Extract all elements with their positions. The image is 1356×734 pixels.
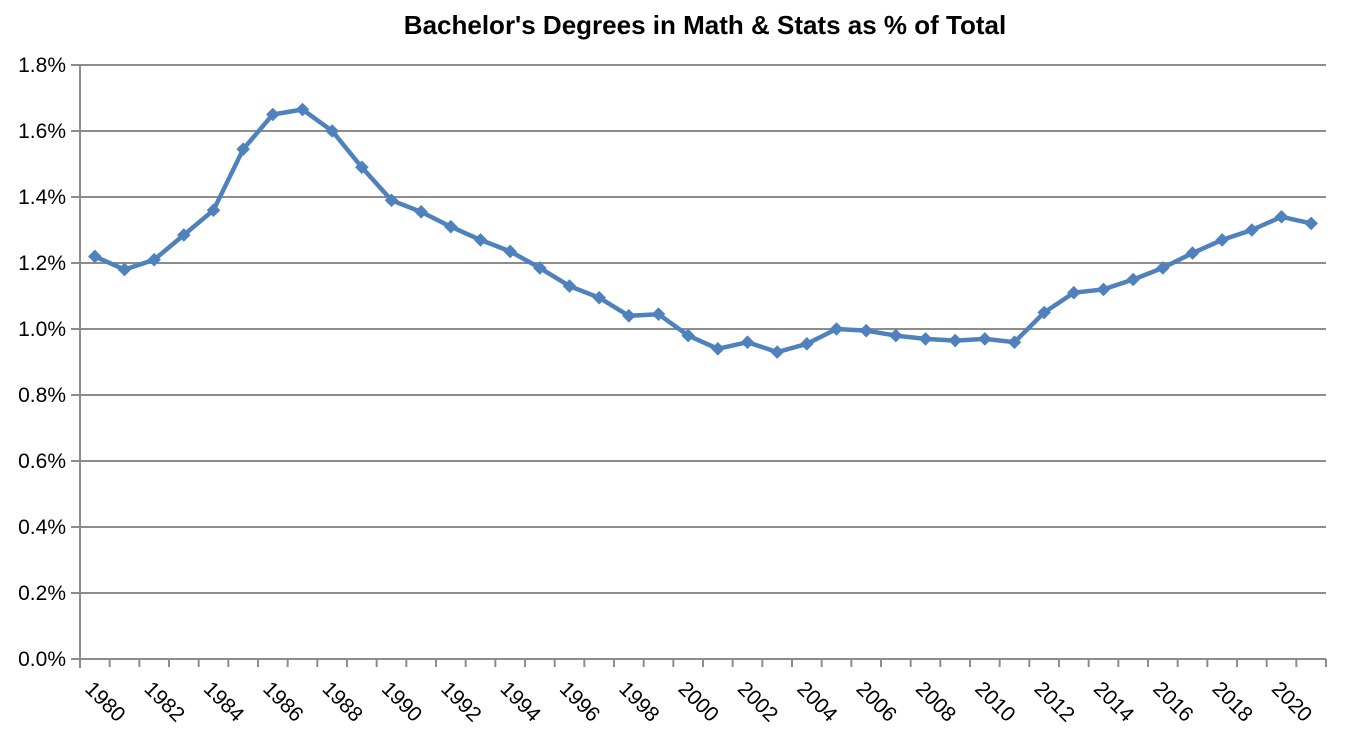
y-tick-label: 1.2% xyxy=(18,252,66,275)
data-point-marker xyxy=(1037,305,1051,320)
data-point-marker xyxy=(1156,261,1170,275)
data-point-marker xyxy=(889,328,903,343)
data-point-marker xyxy=(740,335,755,349)
data-point-marker xyxy=(473,233,488,247)
x-tick-label: 2014 xyxy=(1089,677,1139,727)
y-tick-label: 0.6% xyxy=(18,450,66,473)
x-tick-label: 1996 xyxy=(555,677,604,726)
data-point-marker xyxy=(592,290,606,305)
y-tick-label: 0.4% xyxy=(18,516,66,539)
data-point-marker xyxy=(1245,223,1259,237)
y-tick-label: 1.6% xyxy=(18,120,66,143)
data-point-marker xyxy=(1215,233,1229,247)
x-tick-label: 2006 xyxy=(852,677,901,726)
data-point-marker xyxy=(711,342,725,356)
data-point-marker xyxy=(147,252,161,267)
data-point-marker xyxy=(266,107,280,122)
data-point-marker xyxy=(1185,246,1200,260)
x-tick-label: 2020 xyxy=(1267,677,1316,726)
chart-title: Bachelor's Degrees in Math & Stats as % … xyxy=(404,10,1006,40)
y-tick-label: 0.8% xyxy=(18,384,66,407)
y-tick-label: 1.0% xyxy=(18,318,66,341)
data-point-marker xyxy=(1274,210,1289,224)
data-point-marker xyxy=(503,244,517,259)
data-point-marker xyxy=(355,160,369,175)
x-tick-label: 1994 xyxy=(496,677,546,727)
data-point-marker xyxy=(414,205,428,219)
data-point-marker xyxy=(444,219,458,234)
x-tick-label: 1990 xyxy=(377,677,426,726)
x-tick-label: 2000 xyxy=(674,677,723,726)
x-tick-label: 1984 xyxy=(199,677,249,727)
x-tick-label: 2010 xyxy=(970,677,1019,726)
y-tick-label: 0.2% xyxy=(18,582,66,605)
data-point-marker xyxy=(651,307,666,321)
data-point-marker xyxy=(770,345,784,359)
data-point-marker xyxy=(533,261,547,275)
data-point-marker xyxy=(622,309,636,323)
data-point-marker xyxy=(681,328,695,343)
x-tick-label: 1986 xyxy=(258,677,307,726)
data-point-marker xyxy=(325,124,339,138)
data-point-marker xyxy=(1007,335,1022,349)
x-tick-label: 1982 xyxy=(140,677,189,726)
y-tick-label: 1.8% xyxy=(18,54,66,77)
axis-labels-group: 0.0% 0.2% 0.4% 0.6% 0.8% 1.0% 1.2% 1.4% 1.6% 1.8%… xyxy=(18,54,1316,727)
x-tick-label: 1998 xyxy=(614,677,663,726)
data-point-marker xyxy=(948,333,962,348)
data-point-marker xyxy=(1126,272,1140,287)
data-point-marker xyxy=(800,337,814,351)
x-tick-label: 1992 xyxy=(436,677,485,726)
data-point-marker xyxy=(236,142,250,156)
data-point-marker xyxy=(1096,282,1111,297)
data-point-marker xyxy=(918,332,933,346)
data-point-marker xyxy=(384,193,399,208)
x-tick-label: 2016 xyxy=(1148,677,1197,726)
x-tick-label: 2018 xyxy=(1208,677,1257,726)
data-point-marker xyxy=(1067,285,1081,300)
data-point-marker xyxy=(859,323,873,338)
data-point-marker xyxy=(978,332,992,346)
axes-group xyxy=(71,64,1327,668)
data-point-marker xyxy=(295,102,310,117)
y-tick-label: 1.4% xyxy=(18,186,66,209)
data-point-marker xyxy=(88,249,102,264)
series-group xyxy=(88,102,1318,359)
data-point-marker xyxy=(177,228,191,242)
y-tick-label: 0.0% xyxy=(18,648,66,671)
series-line xyxy=(92,107,1314,355)
x-tick-label: 2008 xyxy=(911,677,960,726)
x-tick-label: 2012 xyxy=(1030,677,1079,726)
gridlines-group xyxy=(80,64,1326,594)
data-point-marker xyxy=(562,279,577,293)
x-tick-label: 1988 xyxy=(318,677,367,726)
data-point-marker xyxy=(117,262,132,277)
data-point-marker xyxy=(1304,216,1318,231)
data-point-marker xyxy=(829,322,844,336)
data-point-marker xyxy=(206,203,221,217)
x-tick-label: 2002 xyxy=(733,677,782,726)
x-tick-label: 1980 xyxy=(80,677,129,726)
x-tick-label: 2004 xyxy=(792,677,842,727)
